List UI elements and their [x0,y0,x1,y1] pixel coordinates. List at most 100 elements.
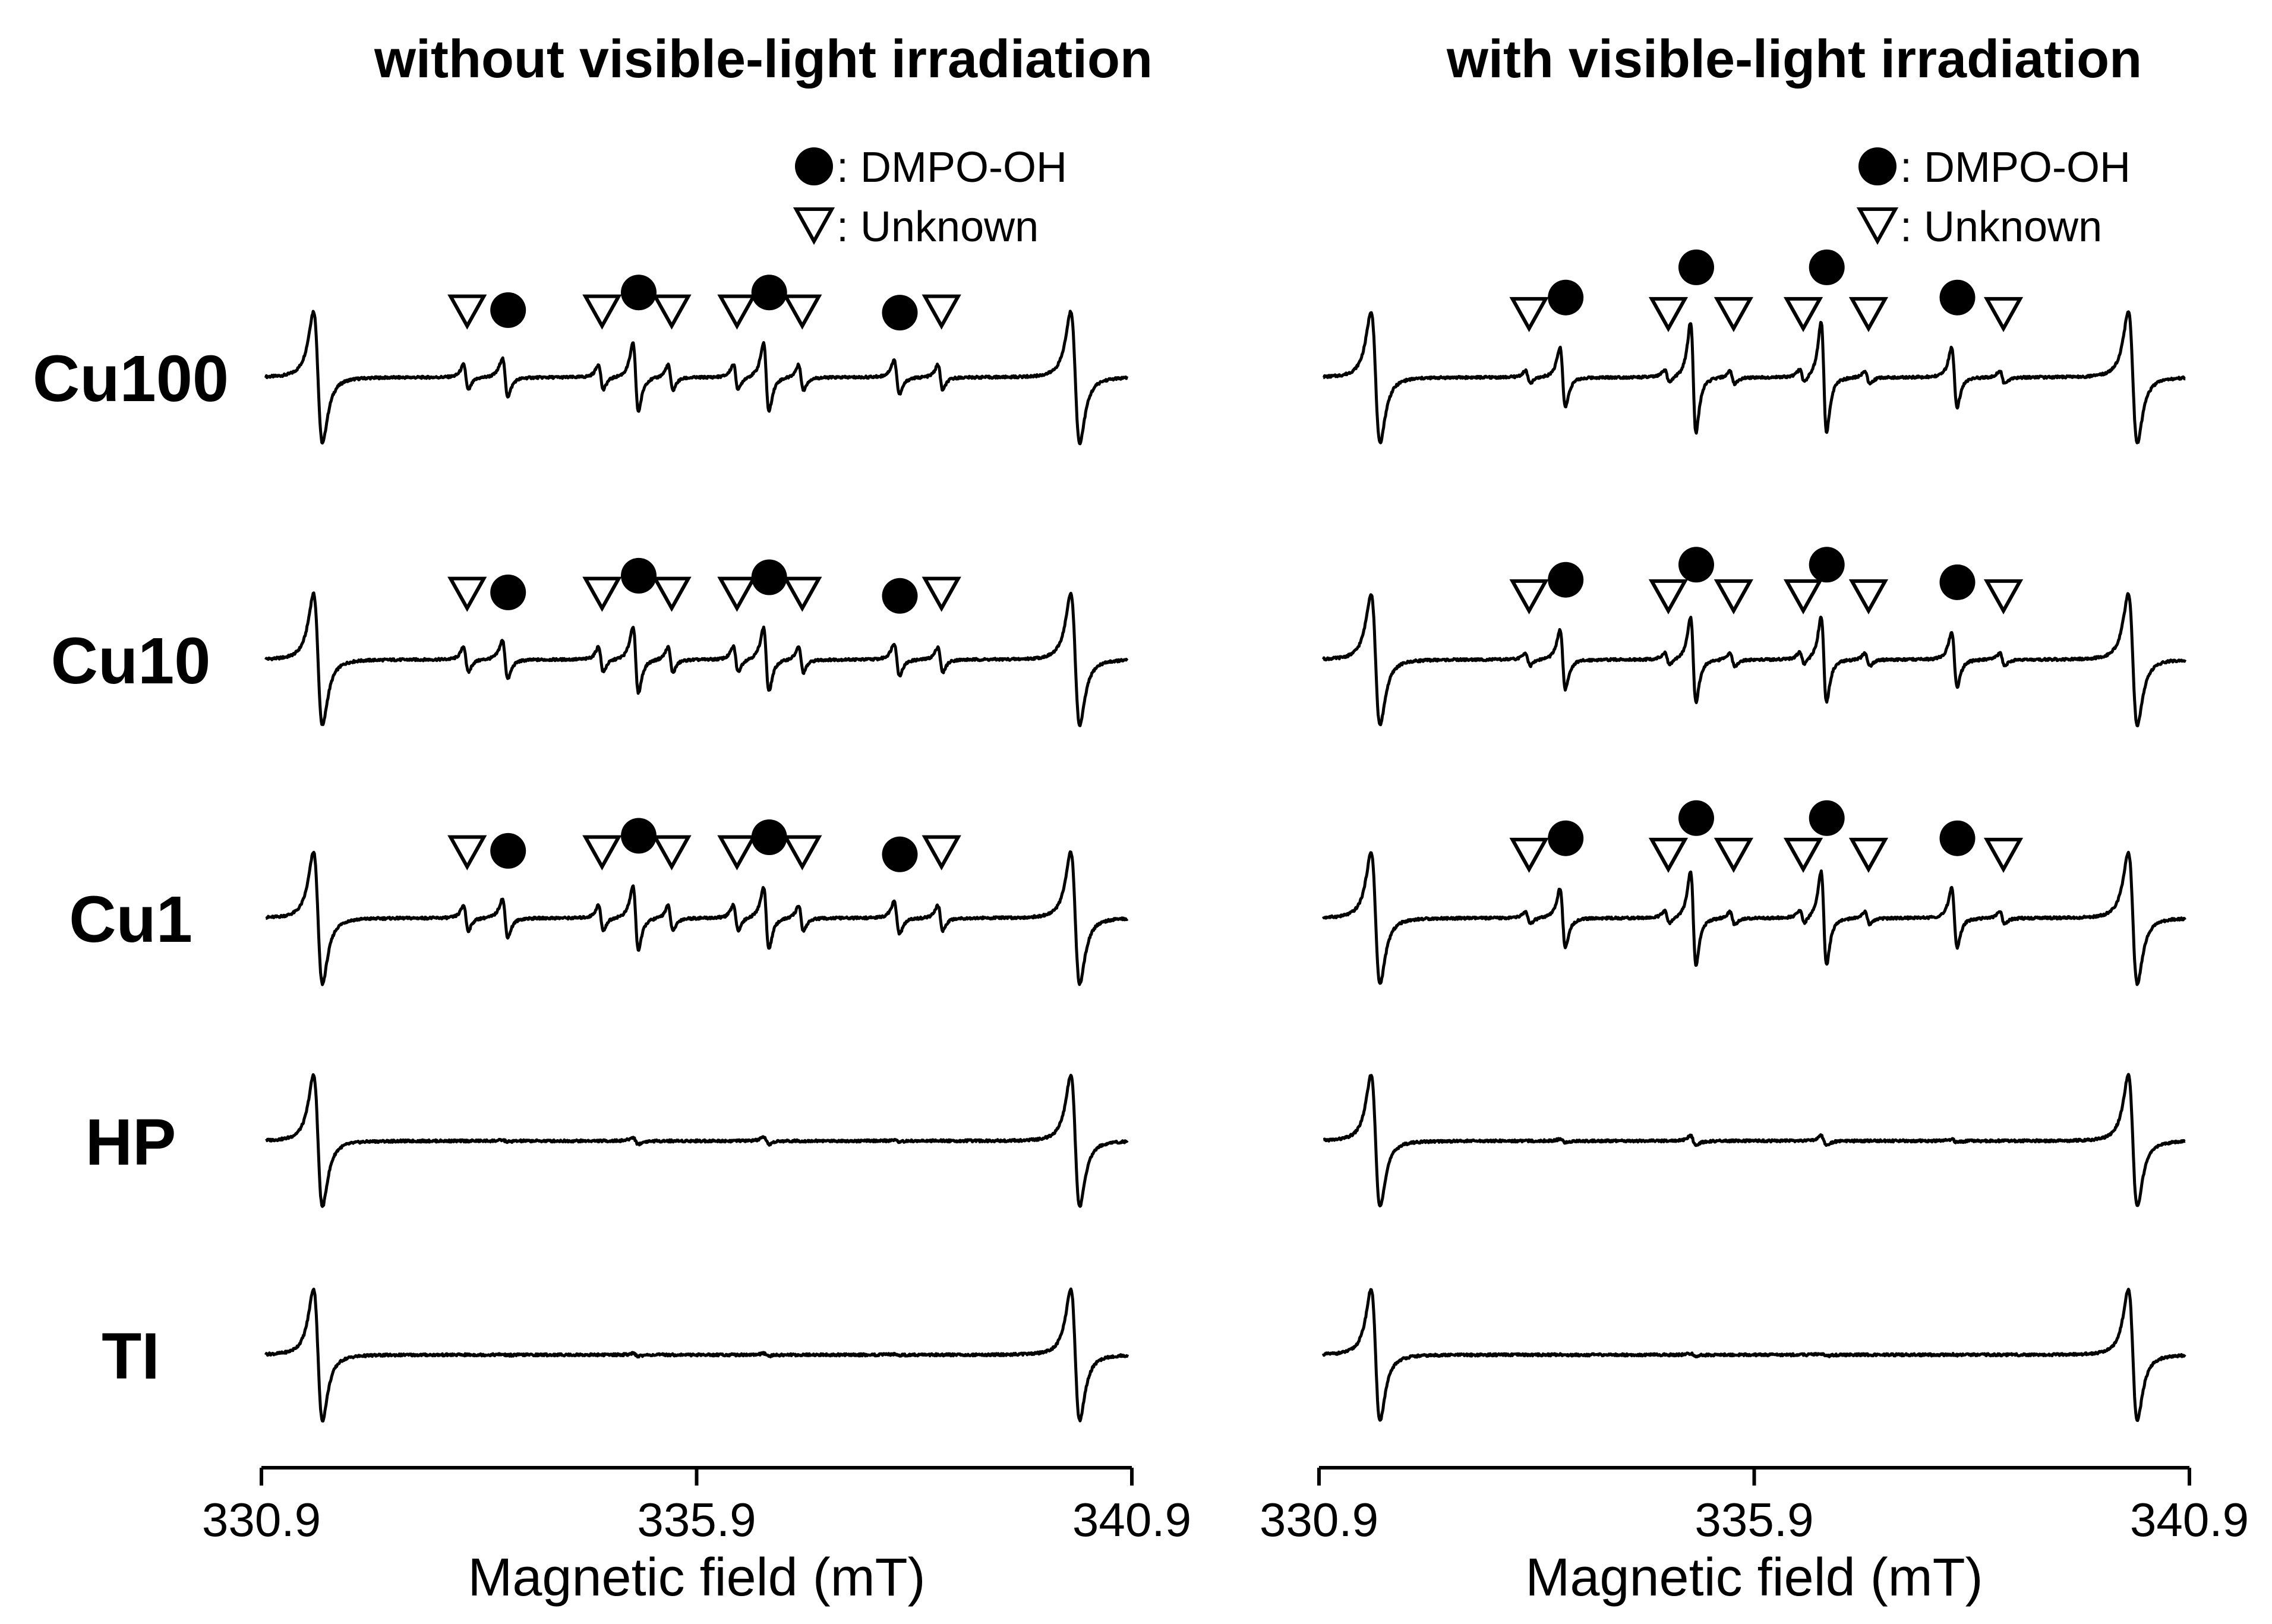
series-cu10 [264,557,1129,727]
dmpo-oh-marker [751,559,787,595]
dmpo-oh-marker [621,275,657,311]
dmpo-oh-marker [490,292,526,328]
unknown-marker [1509,297,1549,332]
x-tick-label: 335.9 [637,1493,756,1546]
spectrum-trace [1322,592,2187,727]
dmpo-oh-marker [751,819,787,855]
row-label-ti: TI [102,1320,160,1393]
dmpo-oh-marker [882,578,918,614]
unknown-marker [922,576,961,612]
panel-1: without visible-light irradiation : DMPO-… [202,30,1191,1607]
unknown-marker [922,294,961,330]
row-label-hp: HP [86,1106,176,1179]
dmpo-oh-marker [1939,279,1976,316]
unknown-marker [782,835,822,871]
spectrum-trace [264,850,1129,986]
dmpo-oh-marker [1809,800,1845,836]
series-cu1 [264,818,1129,986]
x-axis: 330.9 335.9 340.9 Magnetic field (mT) [1260,1466,2249,1607]
legend-dmpo-oh-marker [795,147,833,185]
series-ti [264,1287,1129,1423]
spectrum-trace [264,1073,1129,1208]
legend-label: : Unknown [837,203,1039,251]
unknown-marker [1714,297,1753,332]
unknown-marker [447,576,487,612]
unknown-marker [447,294,487,330]
x-tick-label: 340.9 [1072,1493,1191,1546]
series-ti [1321,1288,2186,1422]
panel-2: with visible-light irradiation : DMPO-OH:… [1260,30,2249,1607]
x-tick-label: 330.9 [1260,1493,1378,1546]
unknown-marker [582,835,622,871]
dmpo-oh-marker [1548,820,1584,856]
unknown-marker [922,835,961,871]
unknown-marker [1983,297,2024,332]
unknown-marker [782,294,822,330]
row-label-cu1: Cu1 [69,883,193,956]
series-cu100 [1322,249,2186,444]
unknown-marker [1848,579,1889,614]
unknown-marker [1983,579,2024,614]
legend-label: : Unknown [1900,203,2102,251]
dmpo-oh-marker [1939,820,1976,856]
panel-title: without visible-light irradiation [374,30,1153,89]
x-axis-label: Magnetic field (mT) [1525,1548,1983,1607]
legend-unknown-marker [793,207,835,245]
panel-title: with visible-light irradiation [1446,30,2142,89]
spectrum-trace [264,310,1129,446]
spectrum-trace [1322,850,2186,986]
spectrum-trace [1322,310,2186,444]
unknown-marker [1783,579,1823,614]
dmpo-oh-marker [621,557,657,594]
unknown-marker [717,576,757,612]
unknown-marker [1714,579,1753,614]
dmpo-oh-marker [1548,562,1584,598]
dmpo-oh-marker [1678,800,1714,836]
x-axis: 330.9 335.9 340.9 Magnetic field (mT) [202,1466,1191,1607]
series-hp [1322,1073,2186,1207]
legend: : DMPO-OH : Unknown [1856,144,2131,251]
dmpo-oh-marker [1548,279,1584,316]
unknown-marker [1509,579,1549,614]
series-cu100 [264,275,1129,446]
unknown-marker [652,835,692,871]
unknown-marker [782,576,822,612]
dmpo-oh-marker [882,836,918,872]
unknown-marker [1648,579,1689,614]
unknown-marker [582,294,622,330]
series-cu1 [1322,800,2186,986]
unknown-marker [1509,837,1549,873]
legend: : DMPO-OH: Unknown [793,144,1067,251]
unknown-marker [1648,297,1689,332]
row-label-cu100: Cu100 [33,342,229,415]
unknown-marker [1983,837,2024,873]
unknown-marker [1648,837,1689,873]
unknown-marker [717,835,757,871]
spectrum-trace [264,591,1129,727]
unknown-marker [652,294,692,330]
spectrum-trace [1321,1288,2186,1422]
dmpo-oh-marker [1678,249,1714,285]
spectrum-trace [264,1287,1129,1423]
series-hp [264,1073,1129,1208]
dmpo-oh-marker [621,818,657,854]
unknown-marker [1783,837,1823,873]
dmpo-oh-marker [1939,564,1976,600]
unknown-marker [1783,297,1823,332]
x-tick-label: 335.9 [1694,1493,1813,1546]
series-cu10 [1322,547,2187,727]
row-label-cu10: Cu10 [51,625,211,698]
x-axis-label: Magnetic field (mT) [468,1548,925,1607]
unknown-marker [1848,837,1889,873]
unknown-marker [717,294,757,330]
unknown-marker [1714,837,1753,873]
dmpo-oh-marker [882,295,918,331]
dmpo-oh-marker [490,574,526,610]
unknown-marker [652,576,692,612]
x-tick-label: 330.9 [202,1493,321,1546]
dmpo-oh-marker [1678,547,1714,583]
legend-label: : DMPO-OH [1900,144,2131,191]
dmpo-oh-marker [490,833,526,869]
unknown-marker [1848,297,1889,332]
